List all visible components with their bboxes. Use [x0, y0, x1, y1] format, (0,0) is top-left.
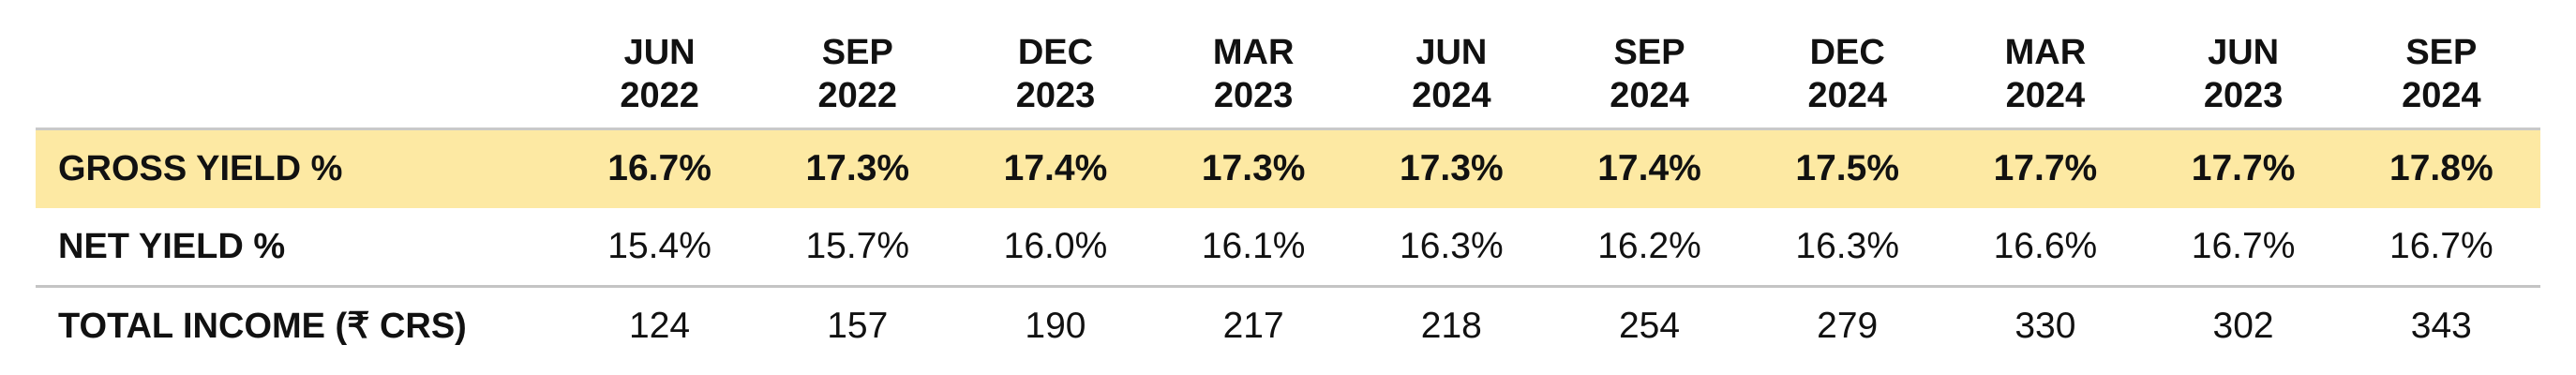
column-header-month: JUN	[623, 33, 696, 72]
table-cell: 16.7%	[2389, 225, 2494, 266]
header-row: JUN 2022 SEP 2022 DEC 2023 MAR 2023 JUN 2024 …	[36, 21, 2540, 129]
table-cell: 16.2%	[1597, 225, 1701, 266]
table-cell: 218	[1352, 285, 1550, 366]
table-cell: 17.3%	[1352, 128, 1550, 208]
column-header: DEC 2023	[956, 21, 1154, 129]
table-cell: 343	[2342, 285, 2540, 366]
table-cell: 279	[1748, 285, 1947, 366]
table-cell: 15.4%	[607, 225, 711, 266]
column-header: JUN 2023	[2145, 21, 2343, 129]
table-row-total-income: TOTAL INCOME (₹ CRS) 124 157 190 217 218…	[36, 285, 2540, 366]
table-cell: 16.3%	[1795, 225, 1900, 266]
yield-income-table-wrapper: JUN 2022 SEP 2022 DEC 2023 MAR 2023 JUN 2024 …	[36, 21, 2540, 366]
table-cell: 17.5%	[1748, 128, 1947, 208]
row-label: TOTAL INCOME (₹ CRS)	[36, 285, 561, 366]
header-corner-cell	[36, 21, 561, 129]
column-header-year: 2023	[2203, 76, 2284, 115]
column-header-year: 2023	[1213, 76, 1294, 115]
column-header-month: SEP	[821, 33, 893, 72]
column-header-month: DEC	[1809, 33, 1885, 72]
column-header: SEP 2024	[1550, 21, 1748, 129]
column-header: MAR 2024	[1946, 21, 2144, 129]
column-header-year: 2023	[1015, 76, 1096, 115]
column-header-month: JUN	[1415, 33, 1488, 72]
column-header-month: SEP	[1613, 33, 1685, 72]
row-label: GROSS YIELD %	[36, 128, 561, 208]
table-cell: 17.3%	[758, 128, 957, 208]
column-header-year: 2024	[2402, 76, 2481, 115]
column-header-month: JUN	[2208, 33, 2280, 72]
table-cell: 124	[561, 285, 759, 366]
table-cell: 16.0%	[1003, 225, 1108, 266]
table-cell: 17.8%	[2342, 128, 2540, 208]
table-cell: 16.3%	[1400, 225, 1504, 266]
table-header: JUN 2022 SEP 2022 DEC 2023 MAR 2023 JUN 2024 …	[36, 21, 2540, 129]
column-header: DEC 2024	[1748, 21, 1946, 129]
column-header-year: 2024	[1610, 76, 1689, 115]
table-cell: 15.7%	[805, 225, 910, 266]
column-header-month: SEP	[2405, 33, 2478, 72]
yield-income-table: JUN 2022 SEP 2022 DEC 2023 MAR 2023 JUN 2024 …	[36, 21, 2540, 366]
table-cell: 16.1%	[1201, 225, 1306, 266]
column-header-year: 2024	[1412, 76, 1491, 115]
column-header-year: 2024	[2005, 76, 2086, 115]
table-row-gross-yield: GROSS YIELD % 16.7% 17.3% 17.4% 17.3% 17…	[36, 128, 2540, 208]
row-label: NET YIELD %	[58, 226, 286, 266]
table-row-net-yield: NET YIELD % 15.4% 15.7% 16.0% 16.1% 16.3…	[36, 208, 2540, 287]
table-cell: 254	[1550, 285, 1749, 366]
table-cell: 217	[1154, 285, 1353, 366]
table-cell: 17.3%	[1154, 128, 1353, 208]
column-header-month: MAR	[1212, 33, 1295, 72]
table-cell: 17.7%	[1946, 128, 2145, 208]
column-header: SEP 2022	[758, 21, 956, 129]
table-body: GROSS YIELD % 16.7% 17.3% 17.4% 17.3% 17…	[36, 128, 2540, 366]
table-cell: 16.7%	[2191, 225, 2296, 266]
table-cell: 190	[956, 285, 1155, 366]
column-header-month: DEC	[1017, 33, 1094, 72]
table-cell: 17.4%	[956, 128, 1155, 208]
column-header-year: 2022	[620, 76, 699, 115]
table-cell: 157	[758, 285, 957, 366]
table-cell: 17.7%	[2144, 128, 2343, 208]
column-header: JUN 2022	[561, 21, 758, 129]
table-cell: 16.7%	[561, 128, 759, 208]
column-header-year: 2022	[817, 76, 898, 115]
column-header: MAR 2023	[1155, 21, 1353, 129]
table-cell: 17.4%	[1550, 128, 1749, 208]
column-header-month: MAR	[2004, 33, 2087, 72]
column-header: SEP 2024	[2343, 21, 2540, 129]
column-header: JUN 2024	[1353, 21, 1550, 129]
table-cell: 16.6%	[1993, 225, 2098, 266]
column-header-year: 2024	[1807, 76, 1887, 115]
table-cell: 330	[1946, 285, 2145, 366]
table-cell: 302	[2144, 285, 2343, 366]
